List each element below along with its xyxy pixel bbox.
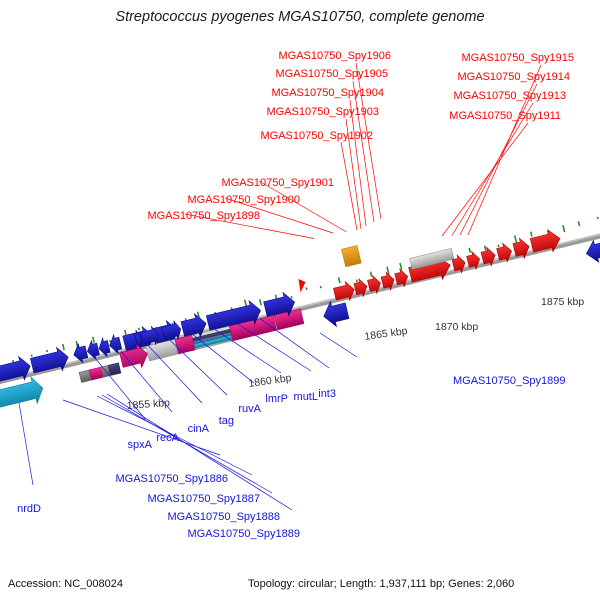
svg-text:MGAS10750_Spy1899: MGAS10750_Spy1899: [453, 375, 566, 387]
svg-text:mutL: mutL: [294, 391, 318, 403]
svg-text:MGAS10750_Spy1904: MGAS10750_Spy1904: [271, 87, 384, 99]
svg-text:MGAS10750_Spy1913: MGAS10750_Spy1913: [453, 90, 566, 102]
svg-text:MGAS10750_Spy1902: MGAS10750_Spy1902: [260, 130, 373, 142]
svg-text:MGAS10750_Spy1903: MGAS10750_Spy1903: [266, 106, 379, 118]
svg-text:ruvA: ruvA: [238, 403, 261, 415]
svg-text:tag: tag: [219, 415, 234, 427]
svg-text:lmrP: lmrP: [265, 393, 288, 405]
svg-text:spxA: spxA: [128, 439, 153, 451]
svg-text:MGAS10750_Spy1889: MGAS10750_Spy1889: [187, 528, 300, 540]
svg-text:MGAS10750_Spy1886: MGAS10750_Spy1886: [115, 473, 228, 485]
svg-text:1875 kbp: 1875 kbp: [541, 296, 584, 308]
svg-text:MGAS10750_Spy1900: MGAS10750_Spy1900: [187, 194, 300, 206]
svg-text:1865 kbp: 1865 kbp: [364, 325, 409, 343]
svg-text:MGAS10750_Spy1887: MGAS10750_Spy1887: [147, 493, 260, 505]
svg-text:MGAS10750_Spy1901: MGAS10750_Spy1901: [221, 177, 334, 189]
svg-text:MGAS10750_Spy1898: MGAS10750_Spy1898: [147, 210, 260, 222]
svg-text:MGAS10750_Spy1906: MGAS10750_Spy1906: [278, 50, 391, 62]
svg-text:nrdD: nrdD: [17, 503, 41, 515]
svg-text:1860 kbp: 1860 kbp: [248, 372, 293, 390]
svg-text:MGAS10750_Spy1911: MGAS10750_Spy1911: [449, 110, 561, 122]
svg-text:MGAS10750_Spy1905: MGAS10750_Spy1905: [275, 68, 388, 80]
svg-text:1870 kbp: 1870 kbp: [435, 321, 478, 333]
svg-text:int3: int3: [318, 388, 336, 400]
svg-text:MGAS10750_Spy1914: MGAS10750_Spy1914: [457, 71, 570, 83]
svg-text:MGAS10750_Spy1915: MGAS10750_Spy1915: [461, 52, 574, 64]
svg-text:cinA: cinA: [188, 423, 210, 435]
svg-text:MGAS10750_Spy1888: MGAS10750_Spy1888: [167, 511, 280, 523]
